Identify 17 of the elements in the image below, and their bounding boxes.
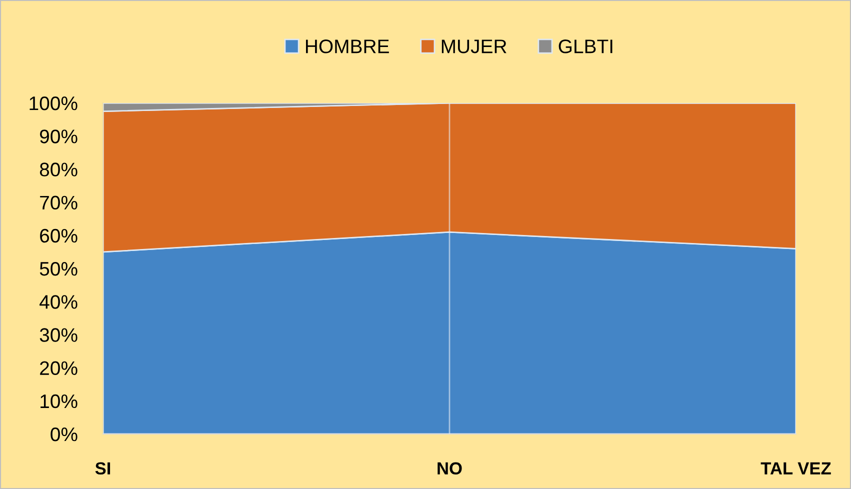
legend-label: HOMBRE: [306, 40, 389, 54]
x-tick-label: NO: [438, 462, 462, 475]
y-tick-label: 90%: [40, 130, 78, 144]
y-tick-label: 30%: [40, 328, 78, 342]
y-tick-label: 0%: [50, 427, 78, 442]
legend-label: MUJER: [442, 40, 506, 54]
x-tick-label: TAL VEZ: [760, 462, 831, 474]
y-tick-label: 10%: [40, 394, 78, 408]
x-tick-label: SI: [95, 462, 110, 475]
y-tick-label: 80%: [40, 162, 78, 176]
y-tick-label: 100%: [30, 96, 78, 110]
legend-label: GLBTI: [558, 40, 612, 54]
y-tick-label: 60%: [40, 228, 78, 243]
y-tick-label: 40%: [40, 295, 78, 309]
y-tick-label: 70%: [40, 196, 78, 210]
y-tick-label: 50%: [40, 262, 78, 276]
y-tick-label: 20%: [40, 361, 78, 376]
